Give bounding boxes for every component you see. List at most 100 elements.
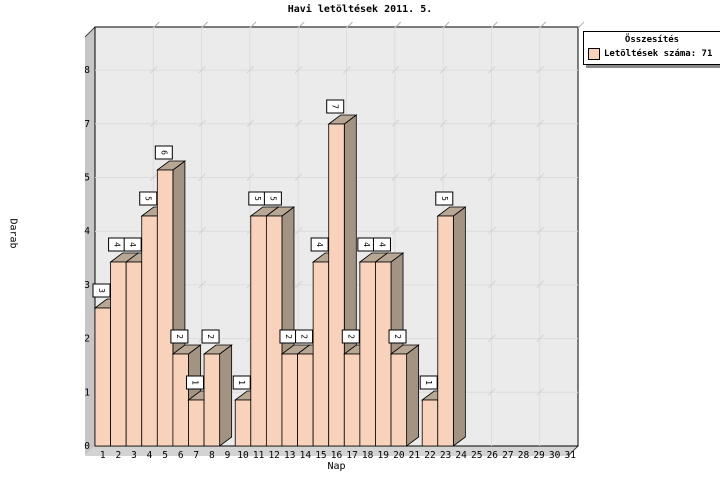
bar-value-box xyxy=(170,329,189,344)
x-tick-label: 7 xyxy=(193,450,199,461)
legend: Összesítés Letöltések száma: 71 xyxy=(583,31,720,65)
bar-value-box xyxy=(201,329,220,344)
y-tick-label: 7 xyxy=(84,119,90,130)
bar-day-8 xyxy=(202,344,233,447)
left-bevel-wall xyxy=(85,27,95,456)
bar-value-text: 5 xyxy=(144,196,153,201)
legend-swatch-icon xyxy=(588,48,600,60)
bar-front-face xyxy=(234,399,252,447)
y-tick-label: 8 xyxy=(84,65,90,76)
bar-front-face xyxy=(94,307,111,447)
bar-front-face xyxy=(328,123,345,447)
x-tick-label: 2 xyxy=(116,450,122,461)
legend-row: Letöltések száma: 71 xyxy=(588,48,716,60)
floor xyxy=(85,446,578,456)
bars xyxy=(93,114,467,447)
bar-value-box xyxy=(263,191,282,206)
y-tick-label: 2 xyxy=(84,334,90,345)
bar-value-text: 4 xyxy=(315,242,324,247)
bar-value-box xyxy=(185,375,204,390)
x-tick-label: 12 xyxy=(268,450,279,461)
bar-value-text: 3 xyxy=(97,288,106,293)
legend-label: Letöltések száma: 71 xyxy=(604,49,713,59)
bar-value-text: 1 xyxy=(190,380,199,385)
bar-front-face xyxy=(421,399,439,447)
bar-value-box xyxy=(372,237,391,252)
bar-value-text: 2 xyxy=(346,334,355,339)
bar-front-face xyxy=(188,399,205,447)
bar-day-20 xyxy=(389,344,420,447)
y-tick-labels: 0 1 2 3 4 5 7 8 xyxy=(84,65,90,452)
x-tick-label: 16 xyxy=(331,450,343,461)
y-tick-label: 0 xyxy=(84,441,90,452)
bar-front-face xyxy=(390,353,408,447)
bar-value-box xyxy=(92,283,111,298)
bar-value-box xyxy=(232,375,251,390)
bar-front-face xyxy=(359,261,376,447)
y-tick-label: 4 xyxy=(84,226,90,237)
bar-value-box xyxy=(341,329,360,344)
bar-front-face xyxy=(437,215,454,447)
x-tick-labels: 1 2 3 4 5 6 7 8 9 10 11 12 13 14 15 16 17 18 19 20 21 22 23 24 2… xyxy=(100,450,576,461)
bar-value-labels: 3 4 4 5 6 2 1 2 1 5 5 2 2 4 7 2 4 4 2 1 5 xyxy=(92,99,454,390)
bar-value-text: 4 xyxy=(113,242,122,247)
bar-value-text: 1 xyxy=(237,380,246,385)
x-tick-label: 15 xyxy=(315,450,326,461)
bar-value-text: 5 xyxy=(440,196,449,201)
bar-value-box xyxy=(295,329,314,344)
bar-value-box xyxy=(435,191,454,206)
bar-value-box xyxy=(310,237,329,252)
bar-value-box xyxy=(388,329,407,344)
bar-day-23 xyxy=(436,206,467,447)
bar-value-text: 1 xyxy=(424,380,433,385)
x-tick-label: 18 xyxy=(362,450,374,461)
bar-front-face xyxy=(172,353,189,447)
bar-value-box xyxy=(326,99,345,114)
bar-front-face xyxy=(343,353,361,447)
x-tick-label: 30 xyxy=(549,450,561,461)
bar-front-face xyxy=(250,215,267,447)
legend-title: Összesítés xyxy=(624,35,680,45)
x-tick-label: 13 xyxy=(284,450,295,461)
bar-front-face xyxy=(156,169,174,447)
y-tick-label: 1 xyxy=(84,387,90,398)
x-tick-label: 14 xyxy=(300,450,312,461)
x-tick-label: 10 xyxy=(237,450,249,461)
x-tick-label: 24 xyxy=(455,450,467,461)
x-tick-label: 21 xyxy=(409,450,421,461)
bar-front-face xyxy=(312,261,330,447)
bar-value-text: 2 xyxy=(393,334,402,339)
bar-front-face xyxy=(375,261,392,447)
x-tick-label: 9 xyxy=(225,450,231,461)
chart-title: Havi letöltések 2011. 5. xyxy=(287,4,433,15)
bar-value-text: 5 xyxy=(253,196,262,201)
x-tick-label: 27 xyxy=(502,450,513,461)
bar-side-face xyxy=(452,206,466,447)
bar-value-text: 4 xyxy=(362,242,371,247)
bar-front-face xyxy=(203,353,221,447)
y-tick-label: 3 xyxy=(84,280,90,291)
x-tick-label: 8 xyxy=(209,450,215,461)
bar-value-text: 2 xyxy=(175,334,184,339)
bar-value-text: 6 xyxy=(159,150,168,155)
bar-front-face xyxy=(110,261,127,447)
bar-side-face xyxy=(219,344,233,447)
x-tick-label: 4 xyxy=(147,450,153,461)
x-tick-label: 3 xyxy=(131,450,137,461)
bar-value-text: 2 xyxy=(300,334,309,339)
bar-value-text: 4 xyxy=(377,242,386,247)
bar-front-face xyxy=(125,261,143,447)
x-tick-label: 17 xyxy=(346,450,357,461)
bar-side-face xyxy=(406,344,420,447)
bar-value-text: 2 xyxy=(206,334,215,339)
bar-value-box xyxy=(123,237,142,252)
x-tick-label: 22 xyxy=(424,450,435,461)
bar-front-face xyxy=(297,353,314,447)
bar-value-box xyxy=(139,191,158,206)
x-tick-label: 31 xyxy=(564,450,576,461)
bar-value-text: 7 xyxy=(331,104,340,109)
bar-value-box xyxy=(419,375,438,390)
x-tick-label: 6 xyxy=(178,450,184,461)
bar-front-face xyxy=(141,215,158,447)
